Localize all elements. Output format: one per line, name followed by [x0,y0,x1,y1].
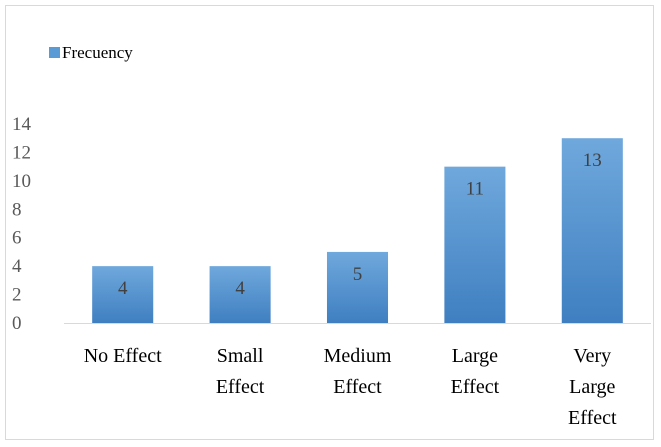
x-tick-label: Small [217,345,264,367]
x-tick-label: Very [573,345,611,367]
data-label: 11 [466,179,484,200]
bar [561,138,623,323]
bar [92,266,154,323]
y-tick-label: 2 [12,285,22,306]
y-tick-label: 8 [12,199,22,220]
y-tick-label: 10 [12,171,31,192]
bar [326,251,389,323]
legend-label: Frecuency [62,43,133,62]
x-tick-label: No Effect [84,345,162,367]
x-tick-label: Effect [451,376,500,398]
x-tick-label: Effect [568,407,617,429]
legend: Frecuency [49,43,133,62]
data-label: 4 [235,278,245,299]
bar [209,266,271,323]
data-label: 5 [353,264,363,285]
y-axis: 0 2 4 6 8 10 12 14 [12,114,32,334]
chart-frame [5,5,654,440]
y-tick-label: 4 [12,256,22,277]
data-label: 4 [118,278,128,299]
y-tick-label: 12 [12,142,31,163]
x-tick-label: Large [569,376,615,398]
data-labels: 4 4 5 11 13 [118,150,602,299]
x-tick-label: Large [452,345,498,367]
x-tick-label: Effect [216,376,265,398]
bars [92,138,623,323]
y-tick-label: 0 [12,313,22,334]
data-label: 13 [583,150,602,171]
legend-swatch [49,47,60,58]
y-tick-label: 6 [12,228,22,249]
x-axis: No Effect Small Effect Medium Effect Large Eff… [64,323,651,429]
y-tick-label: 14 [12,114,32,135]
x-tick-label: Medium [324,345,392,367]
bar [444,166,506,323]
x-tick-label: Effect [333,376,382,398]
